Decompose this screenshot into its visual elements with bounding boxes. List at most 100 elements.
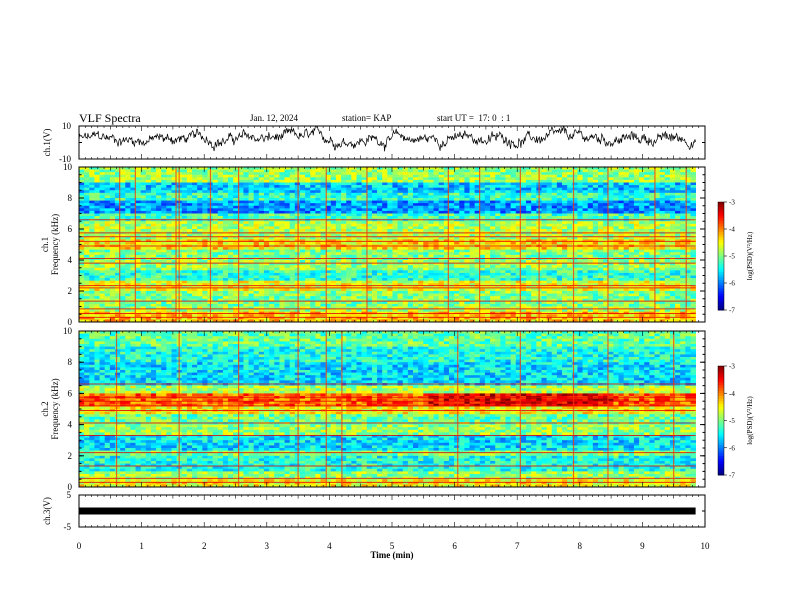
spectrogram-cell: [145, 205, 152, 209]
spectrogram-cell: [413, 177, 419, 181]
spectrogram-cell: [397, 270, 404, 274]
spectrogram-cell: [500, 229, 506, 232]
spectrogram-cell: [628, 174, 635, 178]
spectrogram-cell: [613, 236, 619, 240]
spectrogram-cell: [161, 239, 167, 243]
spectrogram-cell: [212, 203, 219, 207]
spectrogram-cell: [520, 239, 527, 243]
spectrogram-cell: [438, 241, 445, 245]
spectrogram-cell: [346, 210, 352, 214]
spectrogram-cell: [346, 205, 352, 209]
spectrogram-cell: [150, 229, 157, 232]
spectrogram-cell: [377, 265, 383, 269]
spectrogram-cell: [243, 172, 249, 176]
spectrogram-cell: [212, 229, 219, 232]
spectrogram-cell: [413, 239, 419, 243]
spectrogram-cell: [675, 210, 681, 214]
spectrogram-cell: [649, 172, 655, 176]
spectrogram-cell: [212, 198, 219, 201]
spectrogram-cell: [161, 195, 167, 199]
spectrogram-cell: [233, 205, 239, 209]
spectrogram-cell: [428, 236, 434, 240]
spectrogram-cell: [366, 262, 373, 266]
spectrogram-cell: [418, 185, 424, 189]
spectrogram-cell: [500, 241, 506, 245]
spectrogram-cell: [680, 174, 686, 178]
spectrogram-cell: [628, 208, 635, 212]
spectrogram-cell: [130, 213, 136, 217]
spectrogram-cell: [639, 262, 645, 266]
spectrogram-cell: [490, 195, 496, 199]
spectrogram-cell: [649, 198, 655, 201]
spectrogram-cell: [418, 187, 424, 191]
spectrogram-cell: [407, 172, 414, 176]
spectrogram-cell: [222, 267, 229, 271]
spectrogram-cell: [94, 260, 100, 263]
spectrogram-cell: [474, 216, 481, 220]
spectrogram-cell: [520, 195, 527, 199]
spectrogram-cell: [690, 221, 697, 225]
spectrogram-cell: [335, 249, 342, 253]
spectrogram-cell: [186, 174, 193, 178]
spectrogram-cell: [639, 208, 645, 212]
spectrogram-cell: [233, 239, 239, 243]
spectrogram-cell: [397, 249, 404, 253]
spectrogram-cell: [330, 247, 337, 251]
spectrogram-cell: [587, 234, 594, 238]
spectrogram-cell: [418, 179, 424, 183]
spectrogram-cell: [84, 187, 90, 191]
spectrogram-cell: [166, 252, 172, 256]
spectrogram-cell: [371, 234, 378, 238]
spectrogram-cell: [228, 216, 234, 220]
spectrogram-cell: [145, 172, 152, 176]
spectrogram-cell: [130, 249, 136, 253]
spectrogram-cell: [495, 174, 501, 178]
spectrogram-cell: [433, 221, 440, 225]
spectrogram-cell: [330, 267, 337, 271]
spectrogram-cell: [346, 169, 352, 173]
spectrogram-cell: [84, 182, 90, 186]
spectrogram-cell: [639, 187, 645, 191]
spectrogram-cell: [263, 203, 270, 207]
spectrogram-cell: [325, 221, 332, 225]
spectrogram-cell: [546, 239, 553, 243]
spectrogram-cell: [597, 262, 604, 266]
spectrogram-cell: [633, 169, 640, 173]
spectrogram-cell: [479, 167, 486, 170]
spectrogram-cell: [377, 216, 383, 220]
spectrogram-cell: [479, 241, 486, 245]
spectrogram-cell: [623, 241, 630, 245]
spectrogram-cell: [161, 252, 167, 256]
spectrogram-cell: [197, 260, 203, 263]
spectrogram-cell: [443, 241, 450, 245]
spectrogram-cell: [156, 252, 162, 256]
spectrogram-cell: [166, 208, 172, 212]
spectrogram-cell: [541, 267, 547, 271]
spectrogram-cell: [633, 241, 640, 245]
spectrogram-cell: [644, 262, 650, 266]
spectrogram-cell: [520, 265, 527, 269]
spectrogram-cell: [94, 190, 100, 194]
spectrogram-cell: [197, 185, 203, 189]
spectrogram-cell: [330, 182, 337, 186]
spectrogram-cell: [135, 226, 142, 230]
spectrogram-cell: [181, 234, 188, 238]
spectrogram-cell: [608, 221, 614, 225]
spectrogram-cell: [659, 200, 666, 204]
spectrogram-cell: [222, 190, 229, 194]
spectrogram-cell: [546, 247, 553, 251]
spectrogram-cell: [577, 213, 583, 217]
spectrogram-cell: [680, 190, 686, 194]
spectrogram-cell: [562, 177, 568, 181]
spectrogram-cell: [685, 208, 691, 212]
spectrogram-cell: [171, 221, 178, 225]
spectrogram-cell: [443, 265, 450, 269]
spectrogram-cell: [531, 169, 537, 173]
spectrogram-cell: [649, 210, 655, 214]
spectrogram-cell: [346, 167, 352, 170]
spectrogram-cell: [572, 185, 578, 189]
spectrogram-cell: [156, 192, 162, 196]
spectrogram-cell: [243, 249, 249, 253]
spectrogram-cell: [387, 192, 393, 196]
spectrogram-cell: [140, 229, 147, 232]
